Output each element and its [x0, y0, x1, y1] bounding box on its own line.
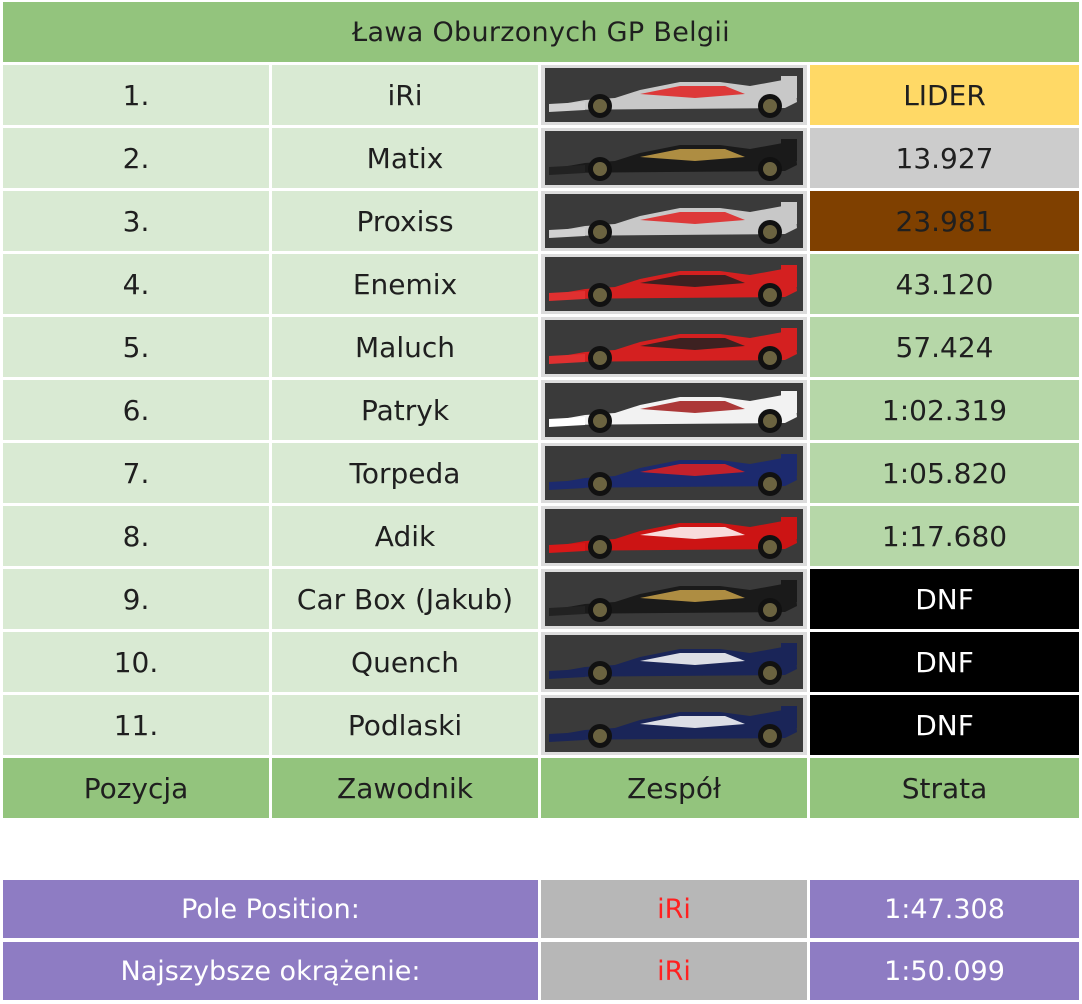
table-footer: Pozycja Zawodnik Zespół Strata	[3, 758, 1079, 818]
pole-position-driver: iRi	[541, 880, 810, 938]
fastest-lap-label: Najszybsze okrążenie:	[3, 942, 541, 1000]
results-rows: 1. iRi LIDER 2. Matix 13.927 3. Proxiss 23.981 4.…	[3, 65, 1079, 755]
row-driver-name: Matix	[272, 128, 541, 188]
row-gap: 43.120	[810, 254, 1079, 314]
footer-driver-label: Zawodnik	[272, 758, 541, 818]
redbull-car-icon	[545, 446, 803, 500]
results-table: Ława Oburzonych GP Belgii 1. iRi LIDER 2. Ma…	[3, 2, 1079, 821]
table-row: 7. Torpeda 1:05.820	[3, 443, 1079, 503]
row-team	[541, 128, 810, 188]
row-driver-name: Torpeda	[272, 443, 541, 503]
pole-position-row: Pole Position: iRi 1:47.308	[3, 880, 1079, 938]
row-position: 5.	[3, 317, 272, 377]
row-position: 9.	[3, 569, 272, 629]
row-team	[541, 632, 810, 692]
hrt-car-icon	[545, 383, 803, 437]
williams-car-icon	[545, 698, 803, 752]
row-driver-name: Maluch	[272, 317, 541, 377]
lotus-car-icon	[545, 572, 803, 626]
mclaren-car-icon	[545, 68, 803, 122]
pole-position-label: Pole Position:	[3, 880, 541, 938]
mclaren-car-icon	[545, 194, 803, 248]
row-team	[541, 254, 810, 314]
row-team	[541, 695, 810, 755]
table-row: 2. Matix 13.927	[3, 128, 1079, 188]
pole-position-time: 1:47.308	[810, 880, 1079, 938]
lotus-car-icon	[545, 131, 803, 185]
row-team	[541, 317, 810, 377]
row-driver-name: Proxiss	[272, 191, 541, 251]
row-team	[541, 443, 810, 503]
row-position: 7.	[3, 443, 272, 503]
row-gap: DNF	[810, 695, 1079, 755]
row-team	[541, 380, 810, 440]
footer-position-label: Pozycja	[3, 758, 272, 818]
row-driver-name: iRi	[272, 65, 541, 125]
row-position: 8.	[3, 506, 272, 566]
table-row: 10. Quench DNF	[3, 632, 1079, 692]
marussia-car-icon	[545, 320, 803, 374]
race-stats: Pole Position: iRi 1:47.308 Najszybsze o…	[3, 880, 1079, 1004]
fastest-lap-driver: iRi	[541, 942, 810, 1000]
fastest-lap-row: Najszybsze okrążenie: iRi 1:50.099	[3, 942, 1079, 1000]
row-gap: 1:02.319	[810, 380, 1079, 440]
row-gap: 57.424	[810, 317, 1079, 377]
row-driver-name: Quench	[272, 632, 541, 692]
table-row: 3. Proxiss 23.981	[3, 191, 1079, 251]
row-position: 2.	[3, 128, 272, 188]
row-position: 4.	[3, 254, 272, 314]
table-row: 8. Adik 1:17.680	[3, 506, 1079, 566]
row-gap: 1:05.820	[810, 443, 1079, 503]
ferrari-car-icon	[545, 509, 803, 563]
row-driver-name: Patryk	[272, 380, 541, 440]
row-gap: 23.981	[810, 191, 1079, 251]
table-row: 1. iRi LIDER	[3, 65, 1079, 125]
footer-gap-label: Strata	[810, 758, 1079, 818]
row-team	[541, 569, 810, 629]
row-position: 6.	[3, 380, 272, 440]
row-gap: 13.927	[810, 128, 1079, 188]
row-team	[541, 191, 810, 251]
row-gap: 1:17.680	[810, 506, 1079, 566]
table-row: 4. Enemix 43.120	[3, 254, 1079, 314]
marussia-car-icon	[545, 257, 803, 311]
row-position: 10.	[3, 632, 272, 692]
table-row: 6. Patryk 1:02.319	[3, 380, 1079, 440]
williams-car-icon	[545, 635, 803, 689]
table-row: 11. Podlaski DNF	[3, 695, 1079, 755]
row-gap: DNF	[810, 569, 1079, 629]
table-row: 9. Car Box (Jakub) DNF	[3, 569, 1079, 629]
row-team	[541, 506, 810, 566]
row-driver-name: Car Box (Jakub)	[272, 569, 541, 629]
row-driver-name: Podlaski	[272, 695, 541, 755]
row-driver-name: Enemix	[272, 254, 541, 314]
row-gap: DNF	[810, 632, 1079, 692]
row-position: 1.	[3, 65, 272, 125]
fastest-lap-time: 1:50.099	[810, 942, 1079, 1000]
row-position: 11.	[3, 695, 272, 755]
row-position: 3.	[3, 191, 272, 251]
row-team	[541, 65, 810, 125]
row-driver-name: Adik	[272, 506, 541, 566]
table-row: 5. Maluch 57.424	[3, 317, 1079, 377]
footer-team-label: Zespół	[541, 758, 810, 818]
row-gap: LIDER	[810, 65, 1079, 125]
table-title: Ława Oburzonych GP Belgii	[3, 2, 1079, 62]
